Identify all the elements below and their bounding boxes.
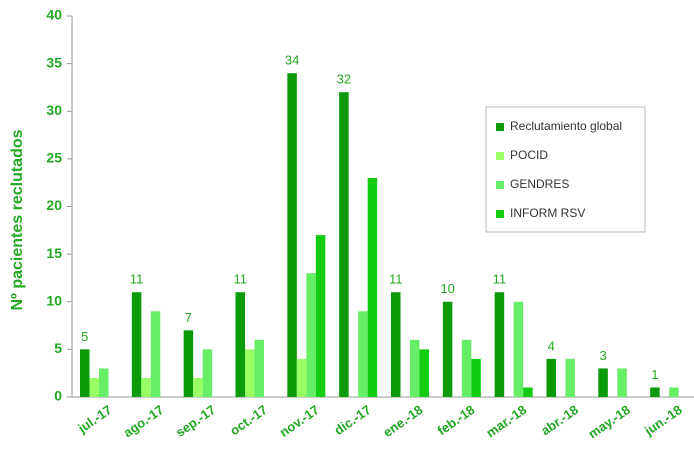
bar <box>183 330 194 397</box>
bar <box>235 292 245 397</box>
bar <box>523 387 533 397</box>
y-tick-label: 5 <box>54 340 62 356</box>
legend-swatch <box>496 181 504 189</box>
legend-label: INFORM RSV <box>510 206 585 220</box>
data-label: 11 <box>130 272 144 287</box>
bar <box>254 339 264 397</box>
legend-swatch <box>496 123 504 131</box>
bar <box>296 358 307 397</box>
x-tick-label: dic.-17 <box>331 402 373 438</box>
x-tick-label: ene.-18 <box>380 402 425 440</box>
bar <box>669 387 679 397</box>
bar <box>419 349 429 397</box>
legend-swatch <box>496 152 504 160</box>
x-tick-label: abr.-18 <box>538 402 581 438</box>
bar <box>650 387 660 397</box>
bar <box>358 311 368 397</box>
bar <box>245 349 255 397</box>
data-label: 5 <box>81 329 88 344</box>
y-axis-label: Nº pacientes reclutados <box>9 129 26 310</box>
bar <box>131 292 142 397</box>
y-tick-label: 20 <box>46 197 62 213</box>
x-tick-label: jul.-17 <box>74 402 114 436</box>
bar <box>598 368 608 397</box>
data-label: 4 <box>548 338 555 353</box>
y-tick-label: 0 <box>54 388 62 404</box>
data-label: 10 <box>440 281 454 296</box>
data-label: 7 <box>185 310 192 325</box>
x-tick-label: oct.-17 <box>227 402 270 438</box>
bar <box>287 73 297 398</box>
y-tick-label: 40 <box>46 7 62 23</box>
bar <box>494 292 505 397</box>
x-tick-label: ago.-17 <box>121 402 167 440</box>
bar <box>617 368 627 397</box>
y-tick-label: 15 <box>46 245 62 261</box>
bar <box>339 92 349 397</box>
bar <box>367 177 378 397</box>
y-tick-label: 30 <box>46 102 62 118</box>
legend-label: Reclutamiento global <box>510 119 622 133</box>
x-tick-label: jun.-18 <box>641 402 685 439</box>
bar <box>461 339 472 397</box>
data-label: 11 <box>234 272 248 287</box>
x-tick-label: mar.-18 <box>483 402 529 440</box>
bar <box>306 273 316 397</box>
bar <box>99 368 109 397</box>
bar <box>315 235 326 397</box>
legend-box <box>485 106 646 233</box>
x-tick-label: sep.-17 <box>173 402 218 440</box>
x-tick-label: may.-18 <box>585 402 632 442</box>
bar <box>141 377 151 397</box>
data-label: 34 <box>285 53 299 68</box>
bar <box>202 349 213 397</box>
y-tick-label: 25 <box>46 150 62 166</box>
legend-label: GENDRES <box>510 177 569 191</box>
legend-label: POCID <box>510 148 548 162</box>
bar <box>410 339 420 397</box>
data-label: 1 <box>651 367 658 382</box>
bar <box>193 377 203 397</box>
bar <box>80 349 90 397</box>
bar <box>442 301 453 397</box>
legend-swatch <box>496 210 504 218</box>
x-tick-label: feb.-18 <box>434 402 477 438</box>
data-label: 11 <box>389 272 403 287</box>
bar <box>150 311 161 397</box>
bar <box>89 377 99 397</box>
bar <box>391 292 401 397</box>
data-label: 32 <box>337 72 351 87</box>
bar <box>513 301 524 397</box>
x-tick-label: nov.-17 <box>277 402 322 440</box>
y-tick-label: 10 <box>46 292 62 308</box>
data-label: 11 <box>493 272 507 287</box>
bar <box>471 358 481 397</box>
y-tick-label: 35 <box>46 54 62 70</box>
bar <box>565 358 575 397</box>
data-label: 3 <box>599 348 606 363</box>
bar <box>546 358 556 397</box>
